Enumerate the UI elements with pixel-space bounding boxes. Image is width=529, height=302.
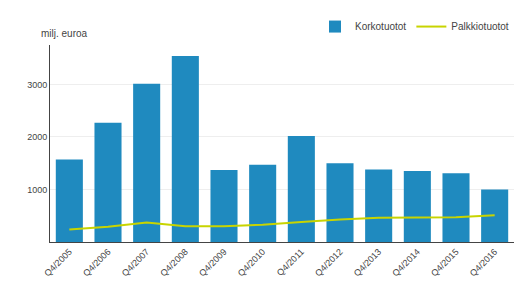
svg-text:Q4/2010: Q4/2010 xyxy=(236,247,267,278)
svg-text:Q4/2009: Q4/2009 xyxy=(197,247,228,278)
svg-text:2000: 2000 xyxy=(27,132,47,142)
svg-text:Q4/2008: Q4/2008 xyxy=(158,247,189,278)
svg-text:Palkkiotuotot: Palkkiotuotot xyxy=(451,21,508,32)
svg-text:Q4/2014: Q4/2014 xyxy=(390,247,421,278)
svg-text:Q4/2012: Q4/2012 xyxy=(313,247,344,278)
svg-text:1000: 1000 xyxy=(27,185,47,195)
svg-text:Q4/2007: Q4/2007 xyxy=(120,247,151,278)
svg-text:Q4/2013: Q4/2013 xyxy=(352,247,383,278)
svg-text:Q4/2016: Q4/2016 xyxy=(468,247,499,278)
svg-text:Q4/2005: Q4/2005 xyxy=(42,247,73,278)
svg-text:Korkotuotot: Korkotuotot xyxy=(355,21,406,32)
svg-text:3000: 3000 xyxy=(27,80,47,90)
svg-text:Q4/2011: Q4/2011 xyxy=(275,247,306,278)
svg-text:milj. euroa: milj. euroa xyxy=(41,28,88,39)
svg-text:Q4/2015: Q4/2015 xyxy=(429,247,460,278)
svg-text:Q4/2006: Q4/2006 xyxy=(81,247,112,278)
